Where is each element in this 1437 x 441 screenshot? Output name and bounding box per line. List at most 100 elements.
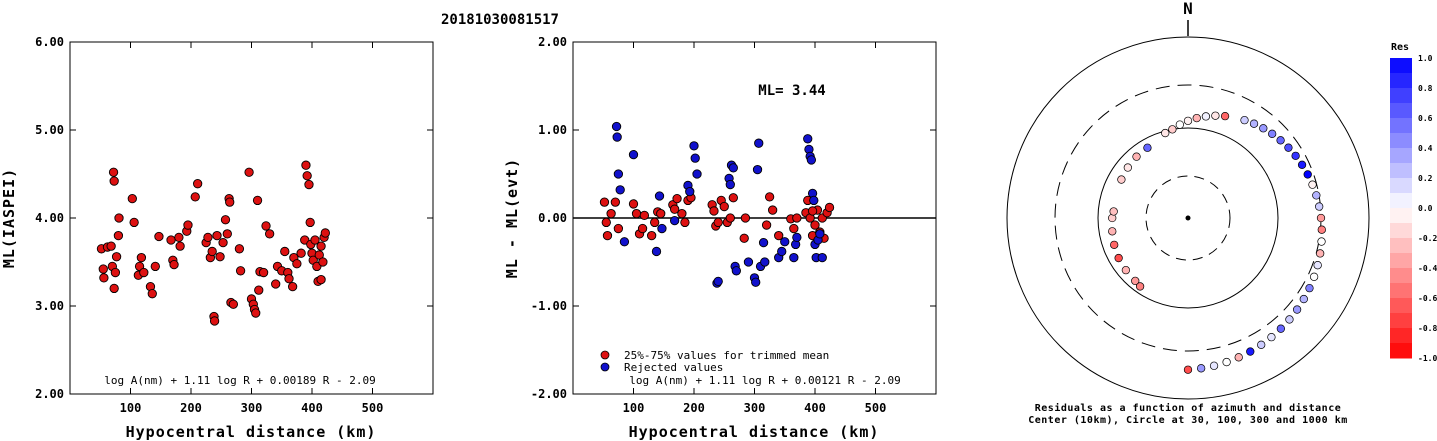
- residual-distance-panel: 100 200 300 400 500 -2.00 -1.00 0.00 1.00 2.00 ML…: [503, 35, 937, 441]
- rejected-residual-point: [689, 141, 699, 151]
- colorbar-tick-label: 0.2: [1418, 174, 1433, 183]
- station-magnitude-point: [111, 252, 122, 262]
- colorbar-cell: [1390, 298, 1412, 314]
- station-residual-marker: [1276, 324, 1286, 333]
- station-magnitude-point: [310, 235, 320, 245]
- y-tick-label: 6.00: [35, 35, 64, 49]
- station-residual-marker: [1110, 240, 1119, 250]
- colorbar-tick-label: -0.8: [1418, 324, 1437, 333]
- station-magnitude-point: [296, 248, 306, 258]
- station-magnitude-point: [136, 252, 147, 263]
- station-magnitude-point: [169, 259, 179, 270]
- station-magnitude-point: [292, 259, 302, 269]
- colorbar-cell: [1390, 118, 1412, 134]
- colorbar-cell: [1390, 178, 1412, 194]
- station-residual-marker: [1257, 340, 1266, 349]
- rejected-residual-point: [743, 257, 754, 267]
- station-magnitude-point: [113, 230, 124, 241]
- station-magnitude-point: [218, 237, 228, 248]
- station-magnitude-point: [287, 281, 298, 292]
- station-residual-marker: [1249, 119, 1259, 128]
- rejected-residual-point: [619, 237, 630, 247]
- x-tick-label: 200: [683, 401, 705, 415]
- rejected-residual-point: [654, 191, 665, 201]
- ring-1000km: [1006, 36, 1370, 400]
- station-residual-marker: [1315, 249, 1325, 258]
- station-residual-marker: [1117, 175, 1126, 184]
- station-magnitude-point: [284, 274, 294, 284]
- colorbar-tick-label: 0.4: [1418, 144, 1433, 153]
- accepted-residual-point: [761, 220, 772, 230]
- station-magnitude-point: [174, 232, 184, 243]
- north-label: N: [1183, 0, 1193, 18]
- station-magnitude-point: [106, 241, 116, 251]
- station-residual-marker: [1292, 305, 1302, 314]
- legend-accepted-label: 25%-75% values for trimmed mean: [624, 349, 829, 362]
- accepted-residual-point: [728, 193, 738, 203]
- station-magnitude-point: [301, 160, 311, 170]
- accepted-residual-point: [824, 202, 835, 213]
- rejected-residual-point: [690, 153, 700, 163]
- colorbar-tick-label: 1.0: [1418, 54, 1433, 63]
- station-magnitude-point: [203, 232, 213, 243]
- colorbar-cell: [1390, 268, 1412, 284]
- accepted-residual-point: [740, 213, 751, 223]
- station-magnitude-point: [98, 264, 108, 274]
- station-residual-marker: [1192, 113, 1201, 123]
- station-residual-marker: [1305, 283, 1314, 293]
- station-residual-marker: [1211, 111, 1220, 120]
- residual-distance-ticks: 100 200 300 400 500 -2.00 -1.00 0.00 1.00 2.00: [531, 35, 936, 415]
- station-magnitude-point: [234, 244, 245, 254]
- accepted-residual-point: [764, 192, 775, 202]
- polar-caption-line1: Residuals as a function of azimuth and d…: [1035, 402, 1341, 414]
- accepted-residual-point: [650, 217, 660, 228]
- accepted-residual-point: [631, 208, 642, 219]
- station-residual-marker: [1108, 227, 1117, 236]
- accepted-residual-point: [599, 197, 610, 207]
- accepted-residual-point: [680, 217, 690, 228]
- y-tick-label: 3.00: [35, 299, 64, 313]
- station-residual-marker: [1313, 261, 1322, 270]
- colorbar-cell: [1390, 223, 1412, 239]
- colorbar-cell: [1390, 193, 1412, 209]
- station-magnitude-point: [254, 285, 264, 295]
- legend-accepted-marker: [600, 350, 610, 360]
- rejected-residual-point: [657, 223, 667, 234]
- rejected-residual-point: [754, 138, 764, 148]
- colorbar-tick-label: 0.6: [1418, 114, 1433, 123]
- station-magnitude-point: [166, 235, 176, 245]
- station-residual-marker: [1315, 202, 1324, 211]
- rejected-residual-point: [777, 246, 787, 257]
- colorbar-cells: [1390, 58, 1412, 359]
- x-tick-label: 200: [180, 401, 202, 415]
- station-magnitude-point: [99, 273, 109, 283]
- accepted-residual-point: [719, 201, 729, 212]
- station-residual-marker: [1291, 151, 1300, 161]
- rejected-residual-point: [615, 185, 625, 195]
- y-tick-label: 4.00: [35, 211, 64, 225]
- accepted-residual-point: [601, 217, 611, 228]
- station-residual-marker: [1299, 294, 1308, 304]
- accepted-residual-point: [639, 210, 650, 221]
- rejected-residual-point: [751, 277, 761, 287]
- station-magnitude-point: [114, 213, 124, 223]
- station-residual-marker: [1201, 112, 1211, 121]
- rejected-residual-point: [792, 232, 802, 243]
- y-tick-label: 2.00: [35, 387, 64, 401]
- station-residual-marker: [1276, 136, 1285, 145]
- station-magnitude-point: [258, 267, 269, 278]
- accepted-residual-point: [613, 223, 624, 234]
- accepted-residual-point: [656, 208, 666, 219]
- rejected-residual-point: [815, 229, 825, 239]
- station-residual-marker: [1109, 207, 1118, 216]
- ml-distance-ticks: 100 200 300 400 500 2.00 3.00 4.00 5.00 6.00: [35, 35, 433, 415]
- rejected-residual-point: [789, 252, 799, 263]
- station-residual-marker: [1121, 265, 1131, 275]
- accepted-residual-point: [789, 223, 799, 234]
- station-magnitude-point: [212, 230, 222, 241]
- colorbar-cell: [1390, 253, 1412, 269]
- station-magnitude-point: [271, 279, 281, 289]
- station-magnitude-point: [110, 267, 121, 278]
- station-residual-marker: [1309, 272, 1319, 281]
